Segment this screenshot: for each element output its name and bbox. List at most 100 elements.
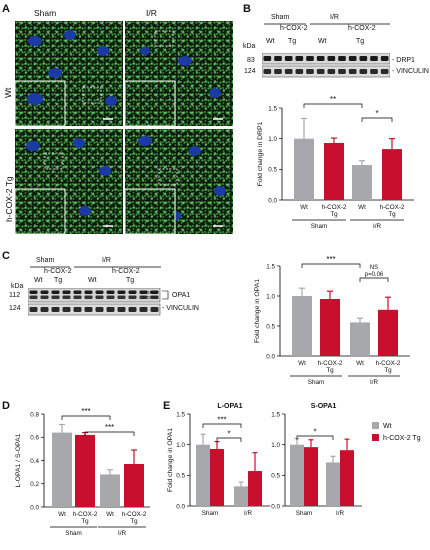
drp1-band-8: [348, 56, 357, 61]
vinculin-band-b-10: [370, 69, 378, 74]
drp1-band-9: [359, 56, 368, 61]
blot-b-lane-4: Tg: [356, 38, 365, 45]
s-opa1-band-2: [51, 295, 60, 299]
vinculin-band-b-2: [284, 69, 293, 74]
e-legend-swatch-1: [372, 434, 379, 441]
vinculin-band-b-7: [338, 69, 346, 74]
blot-c-band-s: S-OPA1: [142, 295, 159, 300]
vinculin-band-c-5: [84, 307, 93, 312]
l-opa1-band-6: [95, 290, 104, 294]
e-sig-2: *: [313, 428, 316, 437]
vinculin-band-c-1: [40, 307, 49, 312]
B-group-0: Sham: [311, 223, 327, 230]
e-legend-swatch-0: [372, 422, 379, 429]
B-cat-3: h-COX-2: [380, 204, 405, 211]
B-bracket-0: [303, 103, 363, 108]
D-group-0: Sham: [65, 530, 81, 537]
e-subplot-title-1: S-OPA1: [311, 403, 337, 410]
l-opa1-band-4: [73, 290, 82, 294]
panel-c-letter: C: [2, 250, 10, 262]
s-opa1-band-10: [139, 295, 148, 299]
vinculin-band-c-0: [29, 307, 38, 312]
chart-b: 0.0 0.5 1.0 1.5 Fold change in DRP1 Wt h-COX-2…: [257, 96, 414, 230]
C-cat-3: h-COX-2: [376, 360, 401, 367]
C-bar-2: [350, 322, 370, 356]
vinculin-band-b-4: [306, 69, 314, 74]
e-ytick-label-0-3: 1.5: [176, 411, 185, 418]
blot-b-kda-1: 83: [247, 57, 255, 64]
e-sig-0: ***: [217, 416, 226, 425]
panel-b-letter: B: [243, 3, 251, 15]
C-group-0: Sham: [308, 379, 324, 386]
e-cat-0: Sham: [202, 510, 218, 517]
C-sig-1-0: NS: [370, 265, 378, 271]
B-sig-0-0: **: [330, 96, 336, 104]
vinculin-band-b-3: [295, 69, 304, 74]
C-sig-0-0: ***: [326, 255, 335, 264]
e-ytick-label-1-3: 1.5: [271, 411, 280, 418]
blot-c-row-opa1: OPA1: [172, 292, 191, 299]
e-bar-1-0: [210, 448, 224, 506]
l-opa1-band-2: [51, 290, 60, 294]
D-ytick-label-0: 0.0: [30, 504, 39, 511]
vinculin-band-b-11: [380, 69, 389, 74]
vinculin-band-b-5: [316, 69, 325, 74]
C-bar-3: [378, 309, 398, 356]
C-cat2-1: Tg: [326, 367, 334, 374]
vinculin-band-b-0: [263, 69, 272, 74]
B-ytick-label-3: 1.5: [268, 105, 277, 112]
vinculin-band-b-9: [359, 69, 368, 74]
B-ylabel: Fold change in DRP1: [257, 121, 264, 186]
blot-c-lane-4: Tg: [126, 277, 135, 284]
B-bar-0: [294, 138, 314, 200]
C-bracket-1: [359, 277, 389, 282]
l-opa1-band-3: [62, 290, 71, 294]
C-bracket-0: [301, 263, 361, 268]
e-bar-0-0: [196, 444, 210, 506]
drp1-band-0: [263, 56, 272, 61]
e-bar-0-1: [234, 486, 248, 506]
micro-ir-wt: [124, 21, 233, 127]
B-cat-1: h-COX-2: [322, 204, 347, 211]
s-opa1-band-3: [62, 295, 71, 299]
B-bar-2: [352, 165, 372, 200]
C-ytick-label-2: 1.0: [266, 293, 275, 300]
vinculin-band-c-7: [106, 307, 115, 312]
e-ytick-label-0-1: 0.5: [176, 473, 185, 480]
s-opa1-band-6: [95, 295, 104, 299]
s-opa1-band-8: [117, 295, 126, 299]
D-bar-2: [100, 474, 120, 507]
drp1-band-2: [284, 56, 293, 61]
s-opa1-band-7: [106, 295, 115, 299]
blot-c-sub-1: h-COX-2: [44, 268, 72, 275]
e-cat-3: I/R: [336, 510, 344, 517]
blot-c-kda-2: 124: [9, 305, 21, 312]
D-sig-0-0: ***: [81, 407, 90, 416]
chart-e: Fold change in OPA1 0.0 0.5 1.0 1.5 L-OPA1 0.0…: [167, 403, 421, 517]
panel-a-row-wt: Wt: [3, 87, 13, 98]
drp1-band-6: [327, 56, 336, 61]
D-bar-1: [75, 434, 95, 507]
e-ytick-label-1-1: 0.5: [271, 473, 280, 480]
l-opa1-band-1: [40, 290, 49, 294]
drp1-band-3: [295, 56, 304, 61]
vinculin-band-c-8: [117, 307, 126, 312]
C-ytick-label-0: 0.0: [266, 353, 275, 360]
B-group-1: I/R: [373, 223, 381, 230]
blot-c-image: [28, 288, 169, 316]
blot-b-kda-2: 124: [244, 68, 256, 75]
vinculin-band-b-6: [327, 69, 336, 74]
panel-e-letter: E: [163, 400, 171, 412]
e-ytick-label-1-0: 0.0: [271, 503, 280, 510]
e-bracket-2: [296, 435, 334, 440]
B-bracket-1: [361, 117, 393, 122]
blot-b-sub-1: h-COX-2: [280, 25, 308, 32]
vinculin-band-c-3: [62, 307, 71, 312]
l-opa1-band-8: [117, 290, 126, 294]
blot-c-row-vinculin: - VINCULIN: [162, 305, 199, 312]
drp1-band-11: [380, 56, 389, 61]
blot-c-lane-1: Wt: [34, 277, 43, 284]
D-cat-1: h-COX-2: [73, 511, 98, 518]
vinculin-band-c-4: [73, 307, 82, 312]
